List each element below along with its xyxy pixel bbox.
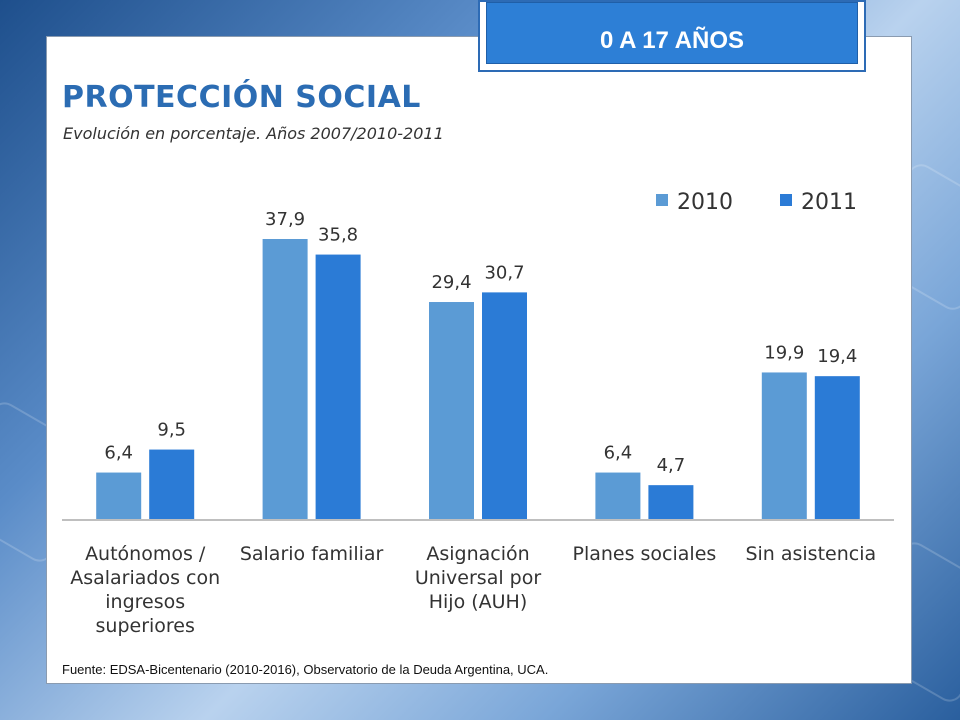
page-title: PROTECCIÓN SOCIAL bbox=[62, 80, 421, 115]
source-note: Fuente: EDSA-Bicentenario (2010-2016), O… bbox=[62, 662, 549, 677]
age-badge-label: 0 A 17 AÑOS bbox=[486, 2, 858, 64]
page-subtitle: Evolución en porcentaje. Años 2007/2010-… bbox=[63, 124, 444, 143]
slide-panel bbox=[46, 36, 912, 684]
age-badge: 0 A 17 AÑOS bbox=[478, 0, 866, 72]
